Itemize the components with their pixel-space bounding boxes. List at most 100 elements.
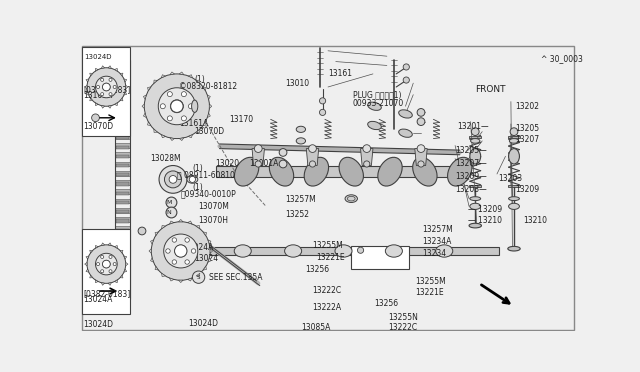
- Polygon shape: [203, 122, 206, 126]
- Circle shape: [417, 145, 425, 153]
- Text: 13221E: 13221E: [415, 288, 444, 297]
- Polygon shape: [124, 256, 127, 259]
- Circle shape: [358, 247, 364, 253]
- Text: M: M: [166, 200, 172, 205]
- Text: 13205—: 13205—: [455, 145, 487, 154]
- Text: 13024D: 13024D: [83, 320, 113, 329]
- Polygon shape: [86, 79, 89, 82]
- Circle shape: [254, 145, 262, 153]
- Polygon shape: [320, 45, 324, 48]
- Bar: [115, 115, 131, 120]
- Polygon shape: [120, 98, 123, 101]
- Text: 13209—: 13209—: [455, 173, 487, 182]
- Ellipse shape: [399, 129, 412, 137]
- Polygon shape: [188, 135, 193, 138]
- Bar: [115, 208, 131, 212]
- Bar: [116, 62, 129, 65]
- Text: (1): (1): [193, 183, 203, 192]
- Ellipse shape: [234, 245, 252, 257]
- Text: 13203—: 13203—: [455, 185, 487, 194]
- Text: [0382-0183]: [0382-0183]: [83, 289, 131, 298]
- Circle shape: [97, 86, 100, 89]
- Polygon shape: [188, 221, 192, 224]
- Bar: [116, 256, 129, 260]
- Polygon shape: [188, 278, 192, 281]
- Bar: [208, 247, 499, 255]
- Bar: [116, 136, 129, 140]
- Bar: [116, 247, 129, 250]
- Bar: [115, 199, 131, 203]
- Ellipse shape: [447, 157, 472, 186]
- Ellipse shape: [385, 245, 403, 257]
- Polygon shape: [84, 262, 87, 266]
- Circle shape: [364, 161, 370, 167]
- Text: 13221E: 13221E: [316, 253, 345, 262]
- Circle shape: [319, 98, 326, 104]
- Bar: [116, 173, 129, 176]
- Circle shape: [109, 78, 112, 81]
- Text: 13024D: 13024D: [84, 54, 112, 60]
- Ellipse shape: [470, 197, 481, 201]
- Circle shape: [193, 271, 205, 283]
- Polygon shape: [108, 66, 111, 68]
- Text: 13222C: 13222C: [388, 323, 417, 332]
- Polygon shape: [161, 75, 166, 78]
- Bar: [351, 246, 410, 269]
- Bar: [116, 155, 129, 158]
- Polygon shape: [142, 104, 145, 109]
- Bar: [115, 282, 131, 286]
- Bar: [115, 60, 131, 65]
- Polygon shape: [95, 103, 98, 106]
- Circle shape: [102, 260, 110, 268]
- Bar: [216, 166, 467, 177]
- Ellipse shape: [234, 157, 259, 186]
- Ellipse shape: [509, 139, 518, 143]
- Polygon shape: [84, 85, 87, 89]
- Polygon shape: [415, 148, 428, 166]
- Polygon shape: [95, 246, 98, 248]
- Text: Ⓝ 08911-60810: Ⓝ 08911-60810: [177, 170, 235, 179]
- Bar: [115, 235, 131, 240]
- Bar: [116, 229, 129, 232]
- Ellipse shape: [508, 246, 520, 251]
- Text: FRONT: FRONT: [476, 85, 506, 94]
- Polygon shape: [150, 258, 154, 262]
- Polygon shape: [95, 68, 98, 71]
- Polygon shape: [115, 246, 118, 248]
- Polygon shape: [115, 103, 118, 106]
- Polygon shape: [203, 87, 206, 91]
- Ellipse shape: [335, 245, 352, 257]
- Polygon shape: [86, 92, 89, 95]
- Circle shape: [188, 104, 193, 109]
- Polygon shape: [207, 113, 211, 118]
- Circle shape: [171, 100, 183, 112]
- Text: 13222C: 13222C: [312, 286, 342, 295]
- Polygon shape: [320, 48, 324, 52]
- Bar: [116, 294, 129, 296]
- Bar: [116, 164, 129, 167]
- Circle shape: [185, 238, 189, 242]
- Circle shape: [151, 222, 210, 280]
- Bar: [115, 245, 131, 250]
- Bar: [115, 291, 131, 296]
- Text: PLUG プラグ、1): PLUG プラグ、1): [353, 91, 401, 100]
- Polygon shape: [90, 275, 93, 278]
- Text: 13203: 13203: [499, 174, 523, 183]
- Circle shape: [403, 64, 410, 70]
- Polygon shape: [208, 240, 211, 244]
- Polygon shape: [161, 135, 166, 138]
- Polygon shape: [207, 95, 211, 99]
- Polygon shape: [179, 72, 184, 75]
- Bar: [508, 135, 520, 138]
- Bar: [115, 226, 131, 231]
- Text: 13209: 13209: [516, 185, 540, 194]
- Circle shape: [172, 238, 177, 242]
- Polygon shape: [125, 85, 128, 89]
- Bar: [116, 284, 129, 287]
- Text: 13028M: 13028M: [150, 154, 180, 163]
- Polygon shape: [124, 92, 127, 95]
- Text: 13256: 13256: [305, 265, 329, 274]
- Ellipse shape: [191, 100, 198, 112]
- Circle shape: [172, 260, 177, 264]
- Ellipse shape: [339, 157, 364, 186]
